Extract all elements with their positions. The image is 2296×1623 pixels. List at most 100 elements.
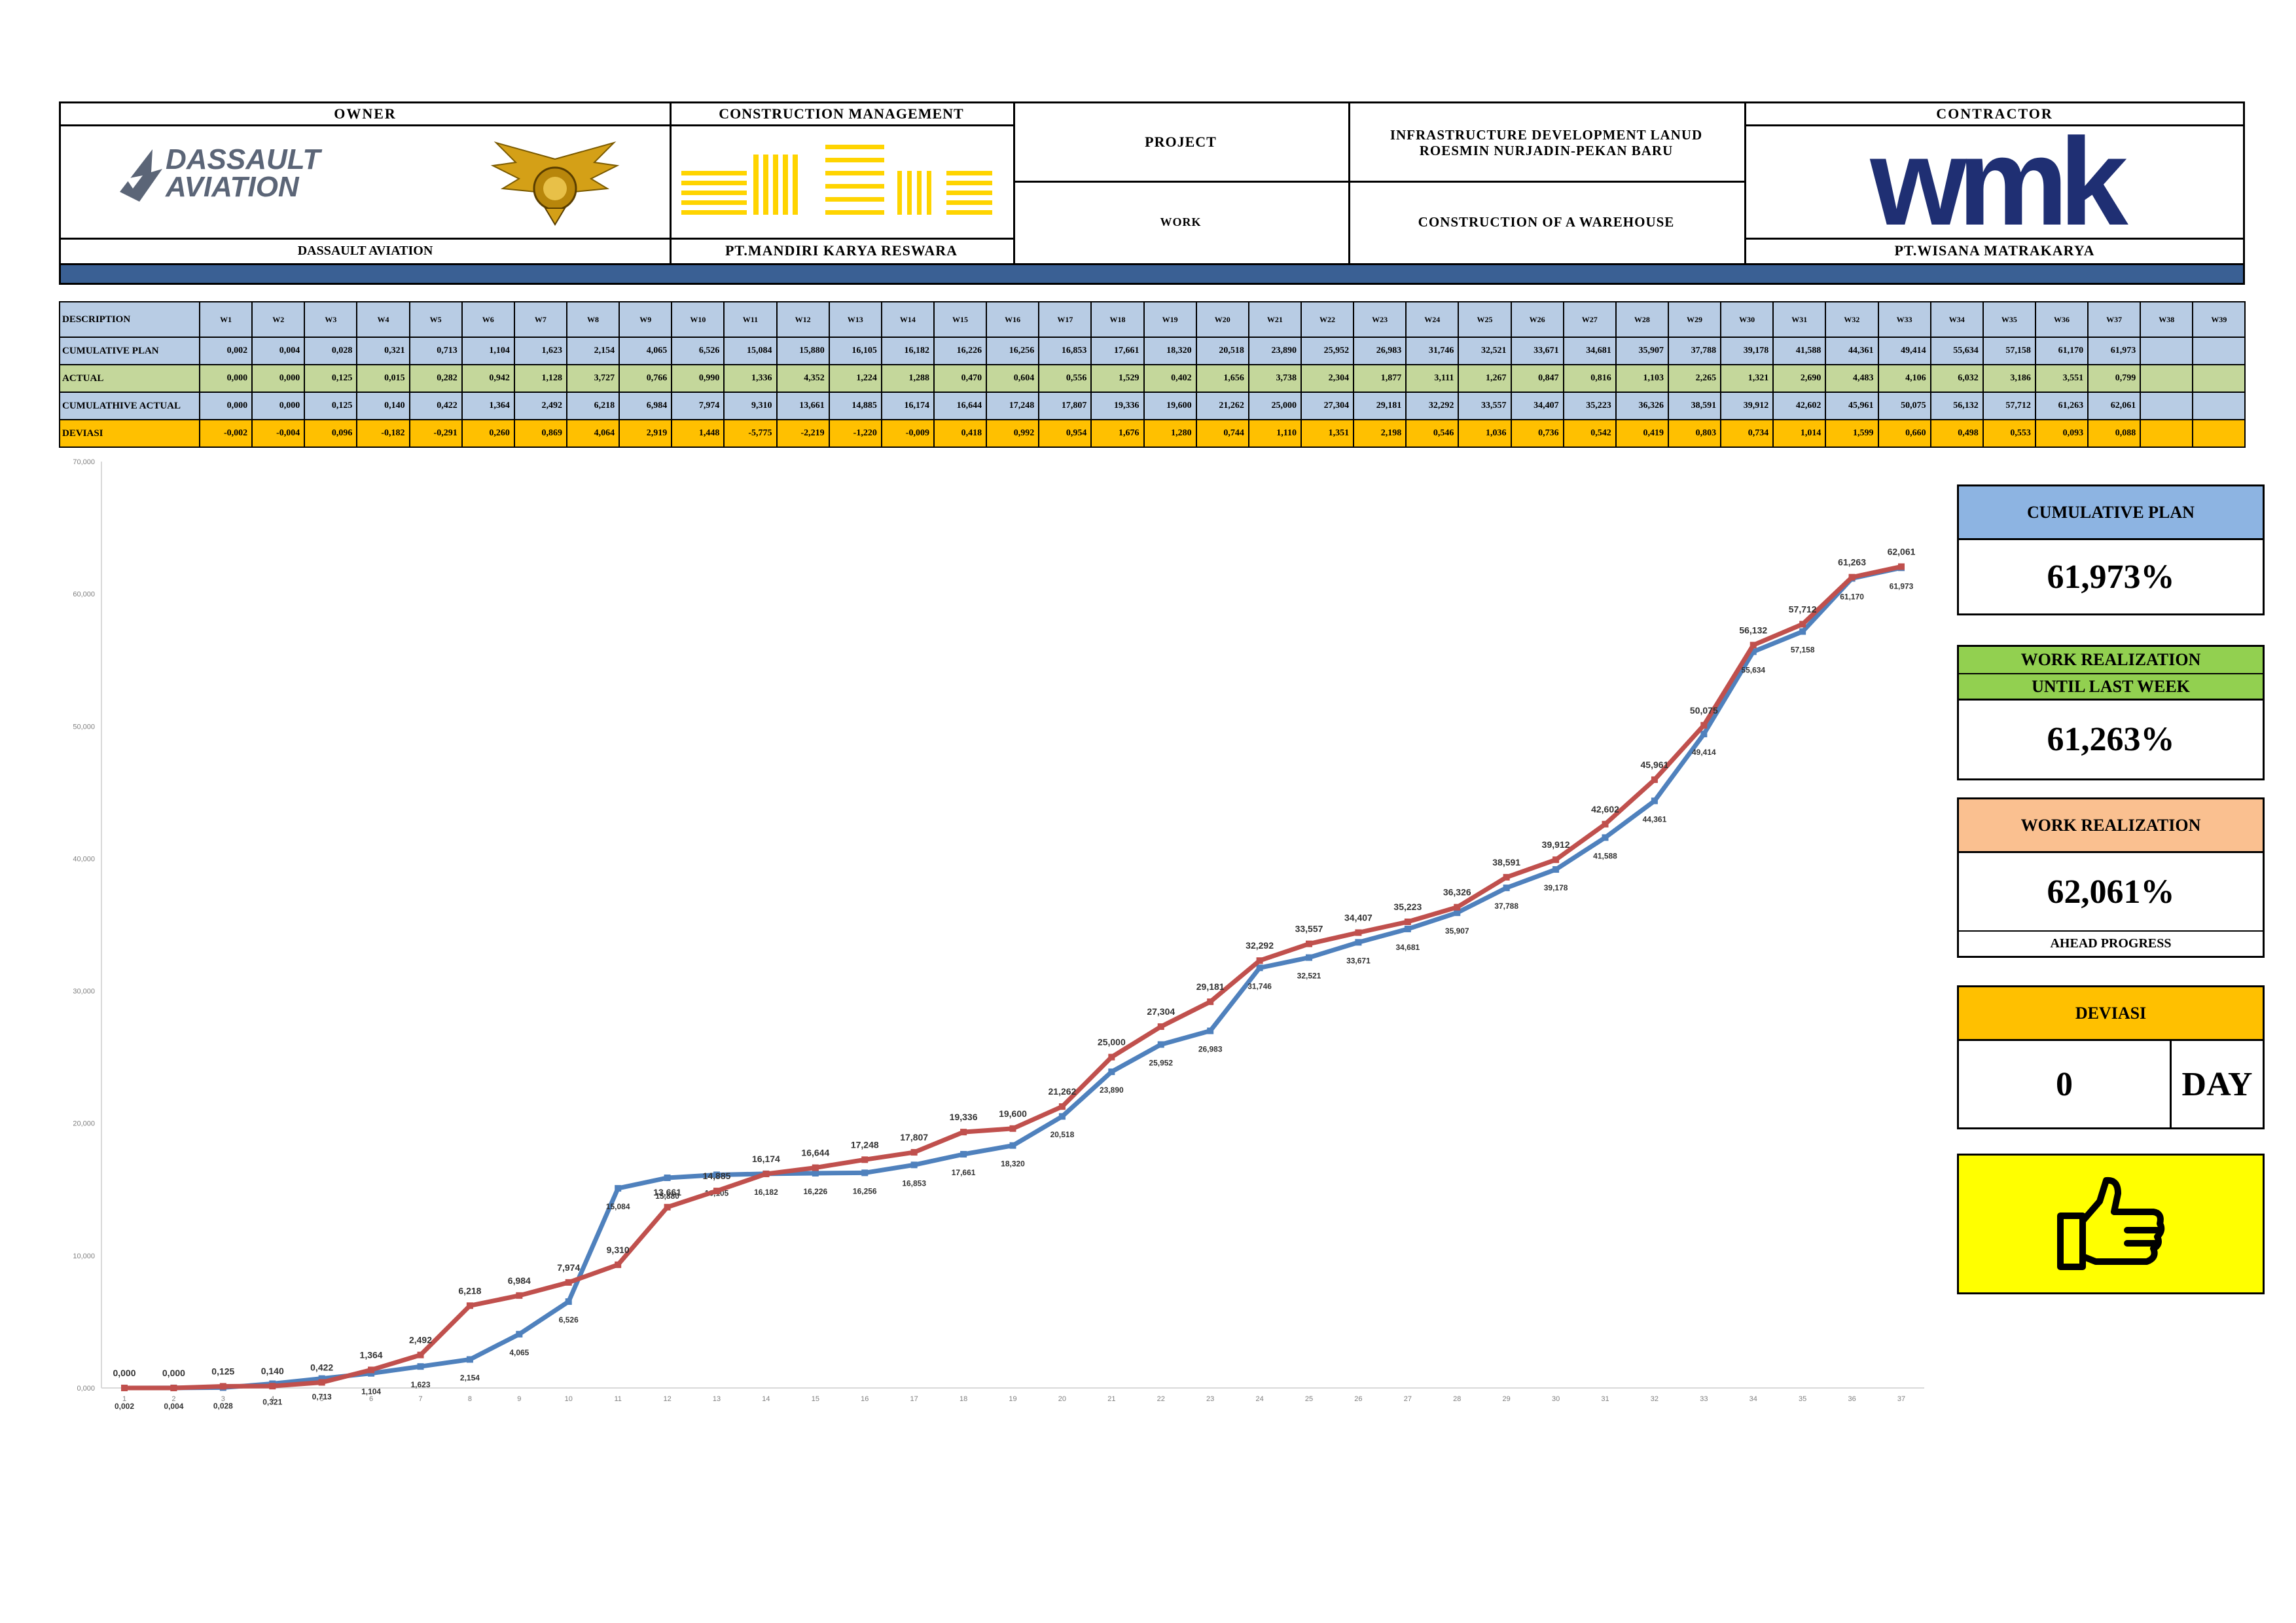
table-cell: 2,304 (1300, 364, 1355, 393)
table-cell: 14,885 (828, 392, 882, 420)
table-cell: 1,280 (1143, 419, 1197, 448)
data-label: 23,890 (1100, 1085, 1124, 1095)
data-label: 16,226 (803, 1187, 827, 1196)
row-label: DEVIASI (59, 419, 200, 448)
table-cell: -0,002 (198, 419, 253, 448)
data-point (1306, 954, 1312, 961)
table-cell: 56,132 (1929, 392, 1984, 420)
data-label: 35,223 (1393, 902, 1422, 912)
week-header: W9 (619, 301, 673, 338)
deviasi-title: DEVIASI (1959, 987, 2263, 1041)
x-tick-label: 1 (122, 1395, 126, 1403)
x-tick-label: 36 (1848, 1395, 1856, 1403)
data-label: 55,634 (1741, 665, 1765, 674)
week-header: W13 (828, 301, 882, 338)
s-curve-chart: 0,00010,00020,00030,00040,00050,00060,00… (73, 458, 1924, 1411)
table-cell: 38,591 (1667, 392, 1722, 420)
table-cell: 0,000 (251, 364, 306, 393)
table-cell: 6,218 (565, 392, 620, 420)
data-point (910, 1161, 918, 1169)
data-label: 27,304 (1147, 1006, 1175, 1017)
table-cell: 37,788 (1667, 337, 1722, 365)
table-cell: 16,226 (933, 337, 988, 365)
x-tick-label: 8 (468, 1395, 472, 1403)
table-cell: 32,292 (1405, 392, 1460, 420)
week-header: W16 (986, 301, 1040, 338)
data-label: 32,292 (1246, 940, 1274, 951)
table-cell: 27,304 (1300, 392, 1355, 420)
work-label: WORK (1160, 215, 1202, 228)
data-point (861, 1169, 869, 1176)
week-header: W8 (565, 301, 620, 338)
table-cell: 0,847 (1510, 364, 1564, 393)
table-cell: 1,877 (1353, 364, 1407, 393)
table-cell: 17,248 (986, 392, 1040, 420)
emblem-icon (490, 139, 620, 231)
data-label: 15,880 (655, 1192, 679, 1201)
work-realization-value: 62,061% (1959, 853, 2263, 932)
data-label: 49,414 (1692, 748, 1716, 757)
week-header: W1 (198, 301, 253, 338)
table-cell: 1,656 (1195, 364, 1249, 393)
data-point (1058, 1113, 1066, 1120)
table-cell: 17,807 (1038, 392, 1092, 420)
week-header: W14 (880, 301, 935, 338)
table-cell: 36,326 (1615, 392, 1669, 420)
table-cell: 0,734 (1720, 419, 1774, 448)
table-cell: -1,220 (828, 419, 882, 448)
data-point (565, 1298, 572, 1305)
x-tick-label: 14 (762, 1395, 770, 1403)
table-cell: 0,546 (1405, 419, 1460, 448)
data-point (1651, 776, 1658, 783)
week-header: W38 (2140, 301, 2194, 338)
table-cell: 19,336 (1090, 392, 1145, 420)
table-cell: 3,738 (1247, 364, 1302, 393)
table-cell: 33,557 (1458, 392, 1512, 420)
owner-label: OWNER (334, 105, 397, 122)
table-cell: 15,084 (723, 337, 778, 365)
table-cell: 0,260 (461, 419, 515, 448)
table-cell: 1,676 (1090, 419, 1145, 448)
table-cell: 0,799 (2087, 364, 2142, 393)
table-cell: 0,028 (304, 337, 358, 365)
data-point (1009, 1142, 1016, 1149)
data-label: 34,681 (1395, 943, 1420, 952)
data-label: 41,588 (1593, 851, 1617, 860)
cumulative-plan-value: 61,973% (2047, 558, 2175, 596)
x-tick-label: 16 (861, 1395, 869, 1403)
project-header: OWNER DASSAULT AVIATION DASSAULT AVIATIO… (59, 101, 2245, 265)
x-tick-label: 18 (960, 1395, 967, 1403)
data-point (516, 1292, 523, 1299)
table-header-row: DESCRIPTION W1 W2 W3 W4 W5 W6 W7 W8 W9 W10 W11 W12 W1… (59, 301, 2246, 338)
table-cell: 42,602 (1772, 392, 1827, 420)
table-cell: 0,816 (1562, 364, 1617, 393)
table-cell: 0,000 (198, 364, 253, 393)
owner-logo-line1: DASSAULT (166, 143, 321, 175)
data-point (1404, 925, 1411, 932)
week-header: W3 (304, 301, 358, 338)
status-panel (1957, 1154, 2265, 1294)
row-label: ACTUAL (59, 364, 200, 393)
data-point (664, 1203, 671, 1211)
data-point (1306, 940, 1312, 947)
data-label: 0,422 (310, 1362, 333, 1372)
table-cell: 21,262 (1195, 392, 1249, 420)
data-label: 56,132 (1739, 625, 1767, 635)
data-label: 44,361 (1643, 814, 1667, 824)
data-label: 13,661 (653, 1187, 681, 1197)
table-cell: 0,282 (408, 364, 463, 393)
table-cell: 6,984 (619, 392, 673, 420)
data-label: 29,181 (1196, 981, 1225, 992)
table-cell (2192, 337, 2246, 365)
week-header: W23 (1353, 301, 1407, 338)
table-cell: 61,263 (2034, 392, 2089, 420)
contractor-label: CONTRACTOR (1936, 105, 2053, 122)
table-cell: 39,178 (1720, 337, 1774, 365)
table-cell: 16,182 (880, 337, 935, 365)
table-cell (2140, 364, 2194, 393)
data-label: 6,984 (508, 1275, 531, 1286)
data-label: 14,885 (703, 1171, 731, 1181)
wmk-logo: wmk (1870, 113, 2128, 251)
data-point (170, 1385, 177, 1391)
table-cell: 1,448 (671, 419, 725, 448)
